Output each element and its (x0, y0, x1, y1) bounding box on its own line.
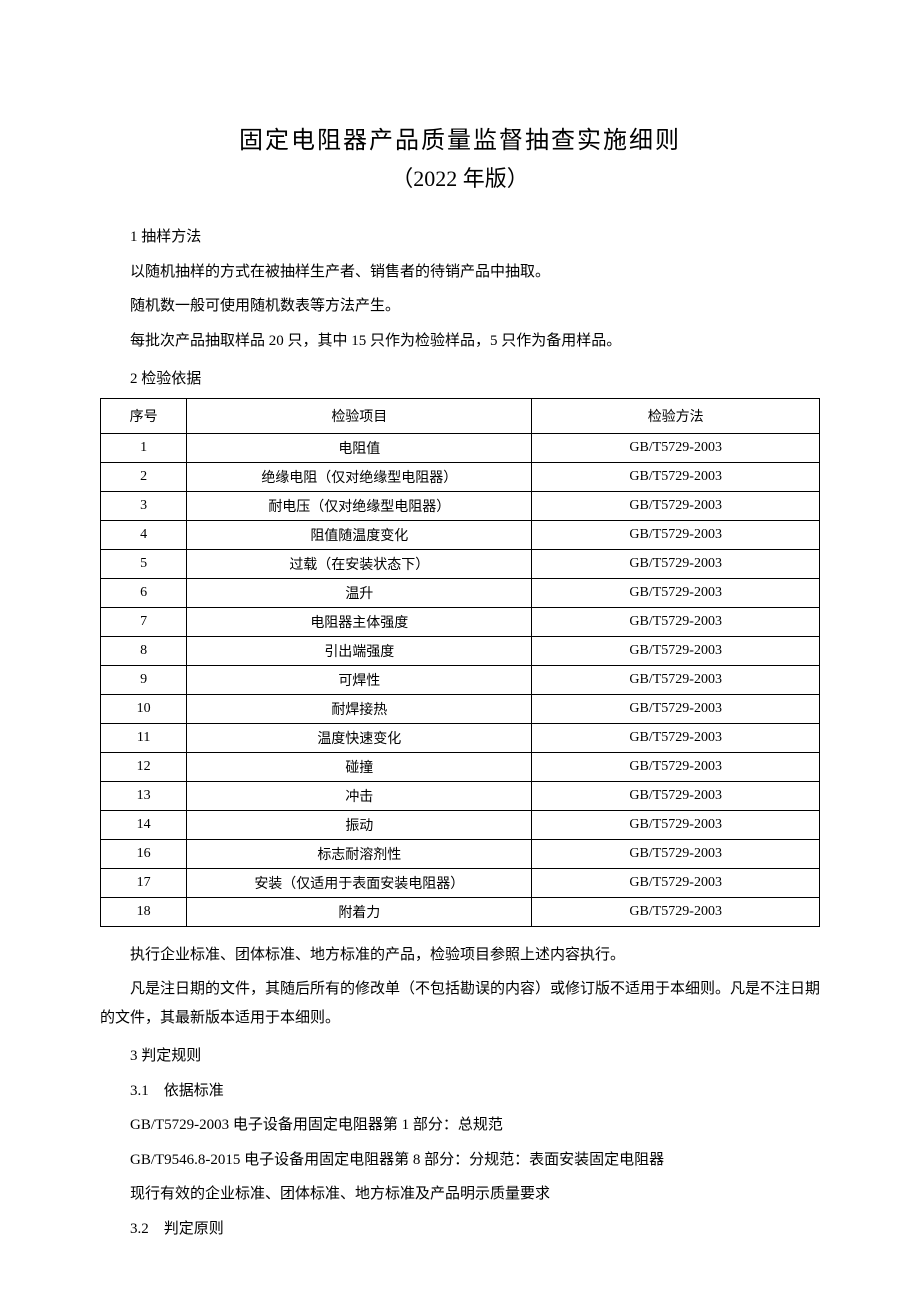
cell-method: GB/T5729-2003 (532, 752, 820, 781)
table-row: 9可焊性GB/T5729-2003 (101, 665, 820, 694)
cell-seq: 1 (101, 433, 187, 462)
section2-heading: 2 检验依据 (100, 365, 820, 394)
cell-method: GB/T5729-2003 (532, 839, 820, 868)
table-header-row: 序号 检验项目 检验方法 (101, 398, 820, 433)
cell-item: 过载（在安装状态下） (187, 549, 532, 578)
table-row: 16标志耐溶剂性GB/T5729-2003 (101, 839, 820, 868)
cell-seq: 9 (101, 665, 187, 694)
col-method-header: 检验方法 (532, 398, 820, 433)
cell-seq: 8 (101, 636, 187, 665)
cell-method: GB/T5729-2003 (532, 897, 820, 926)
section1-p1: 以随机抽样的方式在被抽样生产者、销售者的待销产品中抽取。 (100, 258, 820, 287)
table-row: 11温度快速变化GB/T5729-2003 (101, 723, 820, 752)
cell-item: 温度快速变化 (187, 723, 532, 752)
section1-p2: 随机数一般可使用随机数表等方法产生。 (100, 292, 820, 321)
table-row: 5过载（在安装状态下）GB/T5729-2003 (101, 549, 820, 578)
cell-seq: 2 (101, 462, 187, 491)
cell-seq: 7 (101, 607, 187, 636)
cell-item: 温升 (187, 578, 532, 607)
cell-method: GB/T5729-2003 (532, 868, 820, 897)
cell-method: GB/T5729-2003 (532, 520, 820, 549)
cell-seq: 12 (101, 752, 187, 781)
cell-item: 阻值随温度变化 (187, 520, 532, 549)
cell-method: GB/T5729-2003 (532, 636, 820, 665)
section2-note1: 执行企业标准、团体标准、地方标准的产品，检验项目参照上述内容执行。 (100, 941, 820, 970)
cell-item: 安装（仅适用于表面安装电阻器） (187, 868, 532, 897)
cell-method: GB/T5729-2003 (532, 781, 820, 810)
cell-item: 耐电压（仅对绝缘型电阻器） (187, 491, 532, 520)
cell-seq: 3 (101, 491, 187, 520)
cell-item: 附着力 (187, 897, 532, 926)
table-row: 12碰撞GB/T5729-2003 (101, 752, 820, 781)
section2-note2: 凡是注日期的文件，其随后所有的修改单（不包括勘误的内容）或修订版不适用于本细则。… (100, 975, 820, 1032)
cell-item: 绝缘电阻（仅对绝缘型电阻器） (187, 462, 532, 491)
table-row: 10耐焊接热GB/T5729-2003 (101, 694, 820, 723)
table-row: 14振动GB/T5729-2003 (101, 810, 820, 839)
cell-method: GB/T5729-2003 (532, 578, 820, 607)
section1-p3: 每批次产品抽取样品 20 只，其中 15 只作为检验样品，5 只作为备用样品。 (100, 327, 820, 356)
table-row: 17安装（仅适用于表面安装电阻器）GB/T5729-2003 (101, 868, 820, 897)
cell-seq: 16 (101, 839, 187, 868)
cell-seq: 4 (101, 520, 187, 549)
table-row: 13冲击GB/T5729-2003 (101, 781, 820, 810)
doc-title: 固定电阻器产品质量监督抽查实施细则 (100, 120, 820, 155)
cell-seq: 10 (101, 694, 187, 723)
section3-std3: 现行有效的企业标准、团体标准、地方标准及产品明示质量要求 (100, 1180, 820, 1209)
table-row: 6温升GB/T5729-2003 (101, 578, 820, 607)
cell-item: 标志耐溶剂性 (187, 839, 532, 868)
cell-item: 电阻值 (187, 433, 532, 462)
cell-seq: 17 (101, 868, 187, 897)
cell-item: 可焊性 (187, 665, 532, 694)
cell-method: GB/T5729-2003 (532, 810, 820, 839)
cell-seq: 13 (101, 781, 187, 810)
table-row: 4阻值随温度变化GB/T5729-2003 (101, 520, 820, 549)
cell-method: GB/T5729-2003 (532, 723, 820, 752)
cell-item: 振动 (187, 810, 532, 839)
section3-heading: 3 判定规则 (100, 1042, 820, 1071)
cell-method: GB/T5729-2003 (532, 665, 820, 694)
section1-heading: 1 抽样方法 (100, 223, 820, 252)
cell-method: GB/T5729-2003 (532, 433, 820, 462)
section3-std2: GB/T9546.8-2015 电子设备用固定电阻器第 8 部分：分规范：表面安… (100, 1146, 820, 1175)
table-row: 3耐电压（仅对绝缘型电阻器）GB/T5729-2003 (101, 491, 820, 520)
cell-item: 碰撞 (187, 752, 532, 781)
cell-method: GB/T5729-2003 (532, 491, 820, 520)
cell-method: GB/T5729-2003 (532, 607, 820, 636)
cell-seq: 18 (101, 897, 187, 926)
cell-item: 引出端强度 (187, 636, 532, 665)
cell-seq: 5 (101, 549, 187, 578)
section3-std1: GB/T5729-2003 电子设备用固定电阻器第 1 部分：总规范 (100, 1111, 820, 1140)
cell-method: GB/T5729-2003 (532, 549, 820, 578)
table-row: 7电阻器主体强度GB/T5729-2003 (101, 607, 820, 636)
cell-seq: 6 (101, 578, 187, 607)
cell-seq: 14 (101, 810, 187, 839)
section3-sub1-heading: 3.1 依据标准 (100, 1077, 820, 1106)
table-row: 8引出端强度GB/T5729-2003 (101, 636, 820, 665)
table-row: 2绝缘电阻（仅对绝缘型电阻器）GB/T5729-2003 (101, 462, 820, 491)
cell-method: GB/T5729-2003 (532, 694, 820, 723)
cell-item: 耐焊接热 (187, 694, 532, 723)
document-page: 固定电阻器产品质量监督抽查实施细则 （2022 年版） 1 抽样方法 以随机抽样… (0, 0, 920, 1309)
section3-sub2-heading: 3.2 判定原则 (100, 1215, 820, 1244)
cell-item: 电阻器主体强度 (187, 607, 532, 636)
col-seq-header: 序号 (101, 398, 187, 433)
doc-subtitle: （2022 年版） (100, 161, 820, 193)
col-item-header: 检验项目 (187, 398, 532, 433)
cell-item: 冲击 (187, 781, 532, 810)
inspection-table: 序号 检验项目 检验方法 1电阻值GB/T5729-20032绝缘电阻（仅对绝缘… (100, 398, 820, 927)
table-row: 1电阻值GB/T5729-2003 (101, 433, 820, 462)
cell-seq: 11 (101, 723, 187, 752)
table-row: 18附着力GB/T5729-2003 (101, 897, 820, 926)
cell-method: GB/T5729-2003 (532, 462, 820, 491)
